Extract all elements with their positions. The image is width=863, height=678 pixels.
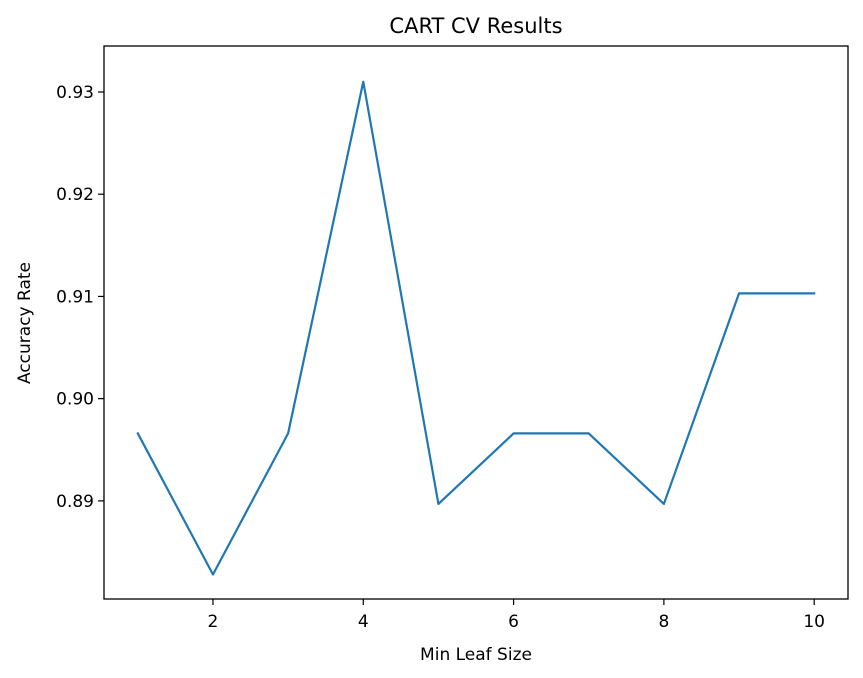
x-tick-label: 2 [208,612,219,632]
y-axis-label: Accuracy Rate [15,262,35,384]
y-tick-label: 0.90 [56,390,94,410]
plot-area-frame [103,45,849,600]
x-axis-label: Min Leaf Size [420,645,532,665]
x-tick-label: 6 [508,612,519,632]
x-tick-label: 8 [658,612,669,632]
chart-title: CART CV Results [389,14,562,38]
accuracy-series-line [136,80,816,576]
x-axis-ticks: 2 4 6 8 10 [208,599,825,632]
y-tick-label: 0.89 [56,492,94,512]
y-axis-ticks: 0.89 0.90 0.91 0.92 0.93 [56,83,104,512]
x-tick-label: 4 [358,612,369,632]
y-tick-label: 0.92 [56,185,94,205]
x-tick-label: 10 [803,612,825,632]
y-tick-label: 0.93 [56,83,94,103]
y-tick-label: 0.91 [56,287,94,307]
